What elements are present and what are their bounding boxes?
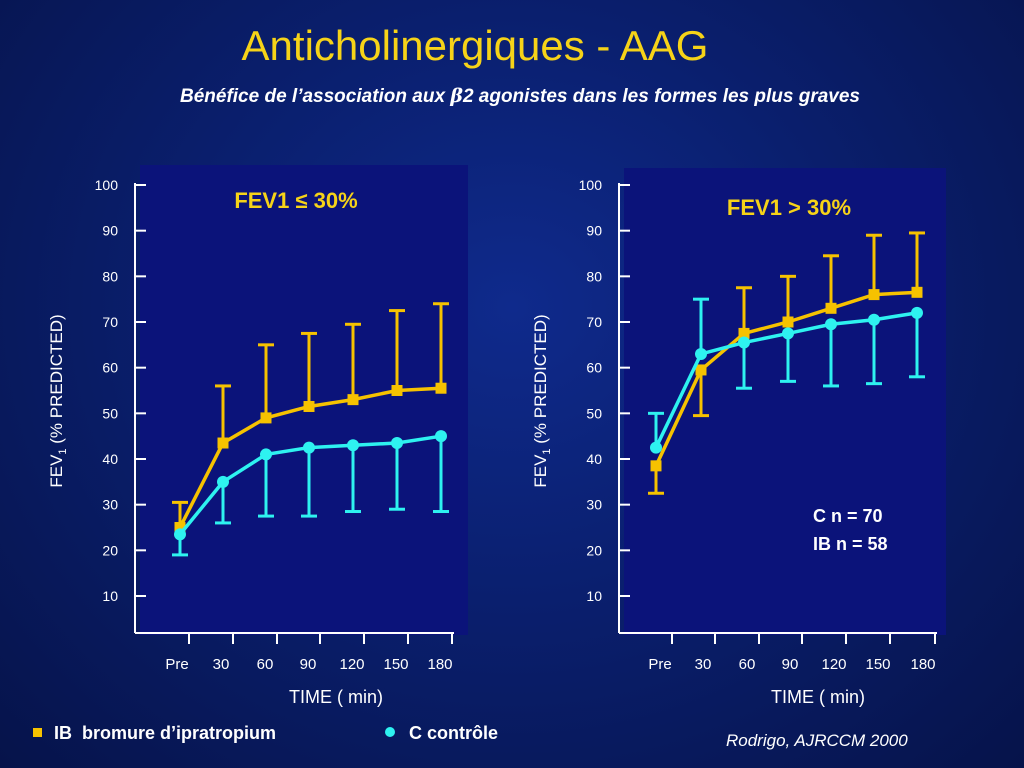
x-tick-label: 30 (213, 656, 230, 673)
x-tick-label: Pre (165, 656, 188, 673)
x-tick-label: Pre (648, 656, 671, 673)
data-point-square (911, 286, 923, 298)
data-point-circle (782, 327, 794, 340)
y-tick-label: 20 (586, 542, 602, 558)
x-tick-label: 150 (383, 656, 408, 673)
x-tick-label: 180 (427, 656, 452, 673)
y-tick-label: 10 (586, 588, 602, 604)
data-point-circle (650, 441, 662, 454)
y-tick-label: 60 (586, 360, 602, 376)
y-tick-label: 40 (586, 451, 602, 467)
legend-ib-code: IB (54, 723, 72, 743)
y-tick-label: 80 (102, 268, 118, 284)
x-tick-label: 30 (695, 656, 712, 673)
x-tick-label: 60 (257, 656, 274, 673)
y-tick-label: 10 (102, 588, 118, 604)
y-tick-label: 50 (586, 405, 602, 421)
data-point-square (435, 382, 447, 394)
series-c (648, 297, 925, 454)
subtitle-text-pre: Bénéfice de l’association aux (179, 86, 451, 107)
x-tick-label: 120 (821, 656, 846, 673)
data-point-square (174, 522, 186, 533)
legend-c: C contrôle (385, 723, 498, 744)
y-tick-label: 100 (95, 177, 119, 193)
y-axis-label: FEV1 (% PREDICTED) (47, 314, 69, 487)
legend-ib-label: bromure d’ipratropium (82, 723, 277, 743)
citation: Rodrigo, AJRCCM 2000 (726, 731, 908, 750)
y-tick-label: 70 (102, 314, 118, 330)
chart-title: FEV1 ≤ 30% (234, 188, 357, 213)
x-tick-label: 90 (300, 656, 317, 673)
data-point-circle (303, 441, 315, 454)
annotation-c-n: C n = 70 (813, 506, 883, 526)
data-point-square (782, 316, 794, 328)
x-tick-label: 60 (739, 656, 756, 673)
series-ib (648, 231, 925, 495)
x-tick-label: 120 (339, 656, 364, 673)
chart-panel-1: 10 20 30 40 50 60 70 80 90 100 Pre 30 60 90 120 150 180 T… (47, 165, 468, 707)
data-point-circle (435, 430, 447, 443)
y-tick-label: 40 (102, 451, 118, 467)
data-point-square (825, 302, 837, 314)
data-point-square (738, 327, 750, 339)
chart-title: FEV1 > 30% (727, 195, 851, 220)
slide-subtitle: Bénéfice de l’association aux β2 agonist… (0, 85, 1024, 108)
data-point-square (260, 412, 272, 424)
plot-background (624, 168, 946, 635)
x-tick-label: 150 (865, 656, 890, 673)
data-point-square (695, 364, 707, 376)
annotation-ib-n: IB n = 58 (813, 534, 888, 554)
data-point-square (868, 289, 880, 301)
legend-ib: IB bromure d’ipratropium (33, 723, 276, 744)
x-tick-label: 90 (782, 656, 799, 673)
y-tick-label: 90 (586, 223, 602, 239)
chart-panel-2: 10 20 30 40 50 60 70 80 90 100 Pre 30 60 90 120 150 180 T… (531, 168, 946, 707)
data-point-circle (217, 475, 229, 488)
data-point-square (303, 400, 315, 412)
data-point-circle (825, 318, 837, 331)
y-tick-label: 70 (586, 314, 602, 330)
x-axis-label: TIME ( min) (289, 687, 383, 707)
data-point-square (217, 437, 229, 449)
y-tick-label: 100 (579, 177, 603, 193)
y-tick-label: 20 (102, 542, 118, 558)
data-point-circle (347, 439, 359, 452)
subtitle-beta-symbol: β (450, 85, 463, 107)
y-tick-label: 60 (102, 360, 118, 376)
data-point-circle (738, 336, 750, 349)
c-circle-marker-icon (385, 727, 395, 737)
y-tick-label: 30 (586, 497, 602, 513)
plot-background (140, 165, 468, 635)
x-tick-label: 180 (910, 656, 935, 673)
data-point-square (650, 460, 662, 472)
data-point-circle (911, 306, 923, 319)
series-c (172, 430, 449, 557)
legend-c-label: contrôle (427, 723, 499, 743)
data-point-circle (695, 347, 707, 360)
ib-square-marker-icon (33, 728, 42, 737)
y-tick-label: 50 (102, 405, 118, 421)
y-tick-label: 80 (586, 268, 602, 284)
y-tick-label: 30 (102, 497, 118, 513)
data-point-circle (260, 448, 272, 461)
data-point-circle (391, 437, 403, 450)
slide-title: Anticholinergiques - AAG (241, 22, 709, 69)
y-tick-label: 90 (102, 223, 118, 239)
data-point-square (391, 385, 403, 396)
data-point-circle (868, 313, 880, 326)
x-axis-label: TIME ( min) (771, 687, 865, 707)
series-ib (172, 302, 449, 533)
data-point-square (347, 394, 359, 406)
subtitle-text-post: 2 agonistes dans les formes les plus gra… (462, 86, 860, 107)
legend-c-code: C (409, 723, 422, 743)
data-point-circle (174, 528, 186, 541)
y-axis-label: FEV1 (% PREDICTED) (531, 314, 553, 487)
